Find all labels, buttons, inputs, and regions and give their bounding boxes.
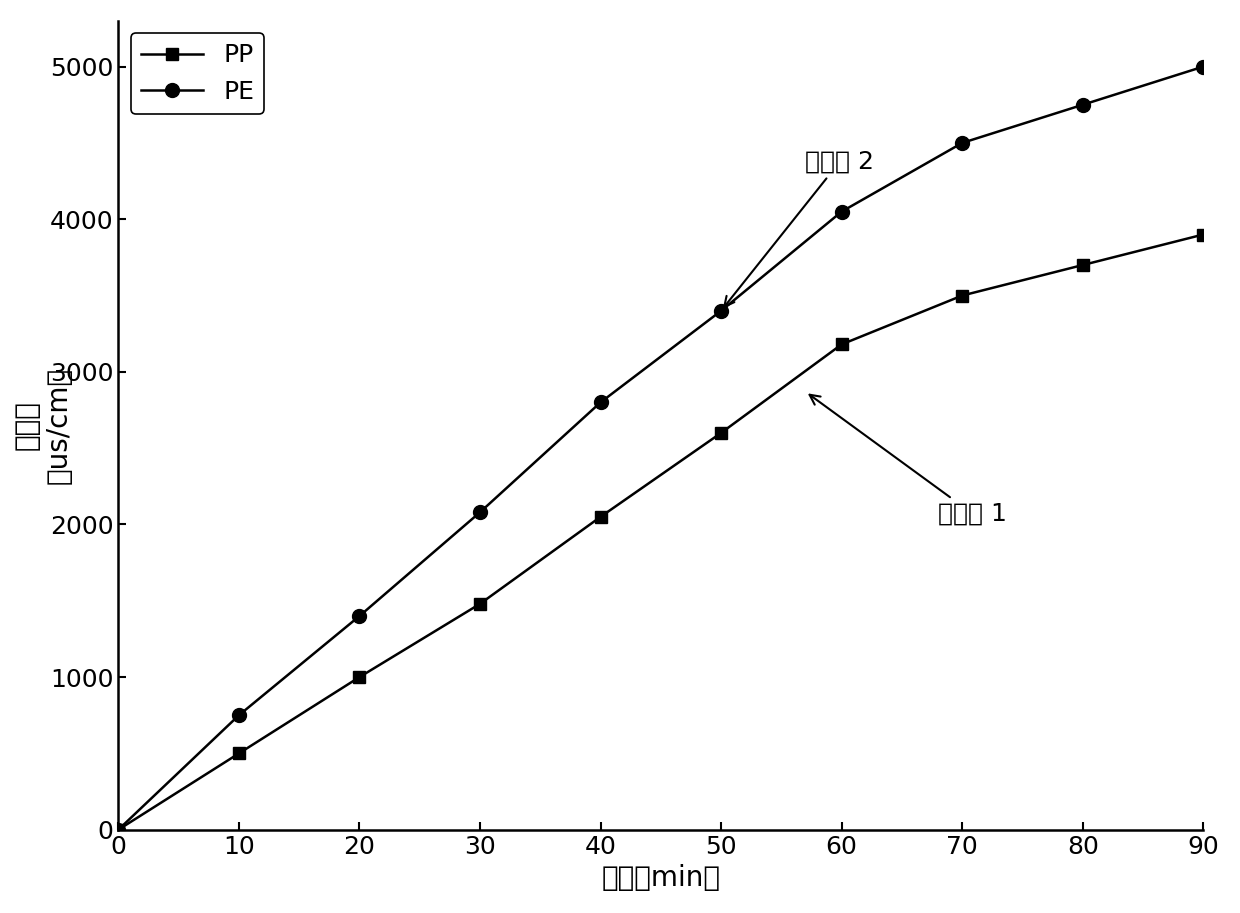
PP — [1075, 259, 1090, 270]
PE — [714, 305, 729, 316]
PP — [593, 511, 608, 522]
Line: PP: PP — [112, 228, 1209, 836]
PP — [1195, 229, 1210, 240]
X-axis label: 时间（min）: 时间（min） — [601, 865, 720, 892]
PP — [110, 824, 125, 835]
Legend: PP, PE: PP, PE — [130, 34, 264, 114]
PE — [1075, 100, 1090, 110]
PE — [110, 824, 125, 835]
PE — [352, 611, 367, 622]
PE — [472, 507, 487, 518]
PP — [232, 748, 247, 759]
PE — [835, 206, 849, 217]
Line: PE: PE — [112, 59, 1210, 836]
Text: 电导率
（us/cm）: 电导率 （us/cm） — [12, 367, 73, 484]
PE — [593, 397, 608, 408]
PE — [232, 709, 247, 720]
PP — [714, 427, 729, 438]
Text: 实施例 2: 实施例 2 — [724, 150, 874, 307]
PP — [955, 290, 970, 301]
PP — [352, 672, 367, 683]
Text: 实施例 1: 实施例 1 — [810, 394, 1007, 526]
PE — [1195, 61, 1210, 72]
PP — [835, 339, 849, 350]
PE — [955, 138, 970, 149]
PP — [472, 598, 487, 609]
